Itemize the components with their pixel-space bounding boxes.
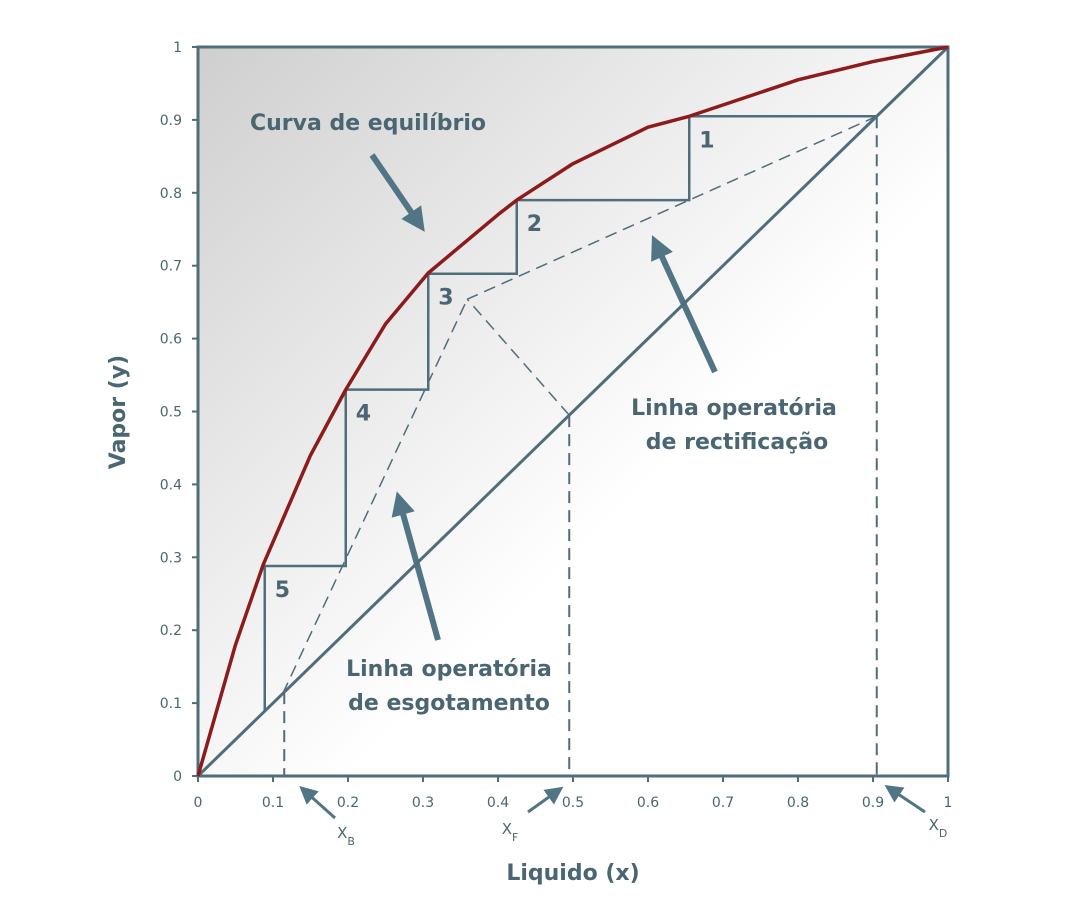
x-tick-label: 0.7 [712,795,734,811]
y-tick-label: 0.6 [160,332,182,348]
marker-subscript: F [512,831,518,844]
stage-label: 2 [527,212,542,237]
marker-label: XB [337,824,355,848]
y-tick-label: 0.8 [160,186,182,202]
x-tick-label: 0.5 [562,795,584,811]
x-tick-label: 0 [194,795,203,811]
x-tick-label: 0.4 [487,795,509,811]
stage-label: 4 [356,402,371,427]
equilibrium-curve [196,45,949,777]
diagonal-line [196,45,950,778]
stripping-line [282,298,468,694]
marker-symbol: X [337,824,347,842]
equilibrium-label: Curva de equilíbrio [250,111,486,136]
marker-subscript: B [347,835,355,848]
y-tick-label: 0.1 [160,696,182,712]
stage-label: 1 [699,128,714,153]
marker-symbol: X [929,816,939,834]
annotation-arrows [299,153,926,820]
x-tick-label: 0.8 [787,795,809,811]
marker-symbol: X [502,820,512,838]
stage-label: 3 [438,286,453,311]
x-tick-label: 1 [944,795,953,811]
x-tick-label: 0.6 [637,795,659,811]
x-tick-label: 0.1 [262,795,284,811]
x-tick-label: 0.9 [862,795,884,811]
stripping-label: Linha operatória [346,657,552,682]
y-tick-label: 0.3 [160,550,182,566]
stripping-label: de esgotamento [348,691,550,716]
x-tick-label: 0.2 [337,795,359,811]
q-line [466,298,570,416]
marker-label: XF [502,820,519,844]
x-axis-title: Liquido (x) [506,861,639,886]
y-tick-label: 0.9 [160,113,182,129]
y-tick-label: 0.4 [160,477,182,493]
y-tick-label: 1 [173,40,182,56]
y-tick-label: 0.7 [160,259,182,275]
stage-label: 5 [275,578,290,603]
rectifying-label: de rectificação [646,430,828,455]
y-tick-label: 0.2 [160,623,182,639]
marker-label: XD [929,816,948,840]
x-tick-label: 0.3 [412,795,434,811]
marker-subscript: D [939,827,947,840]
rectifying-label: Linha operatória [631,396,837,421]
y-tick-label: 0 [173,769,182,785]
y-axis-title: Vapor (y) [106,355,131,470]
y-tick-label: 0.5 [160,405,182,421]
